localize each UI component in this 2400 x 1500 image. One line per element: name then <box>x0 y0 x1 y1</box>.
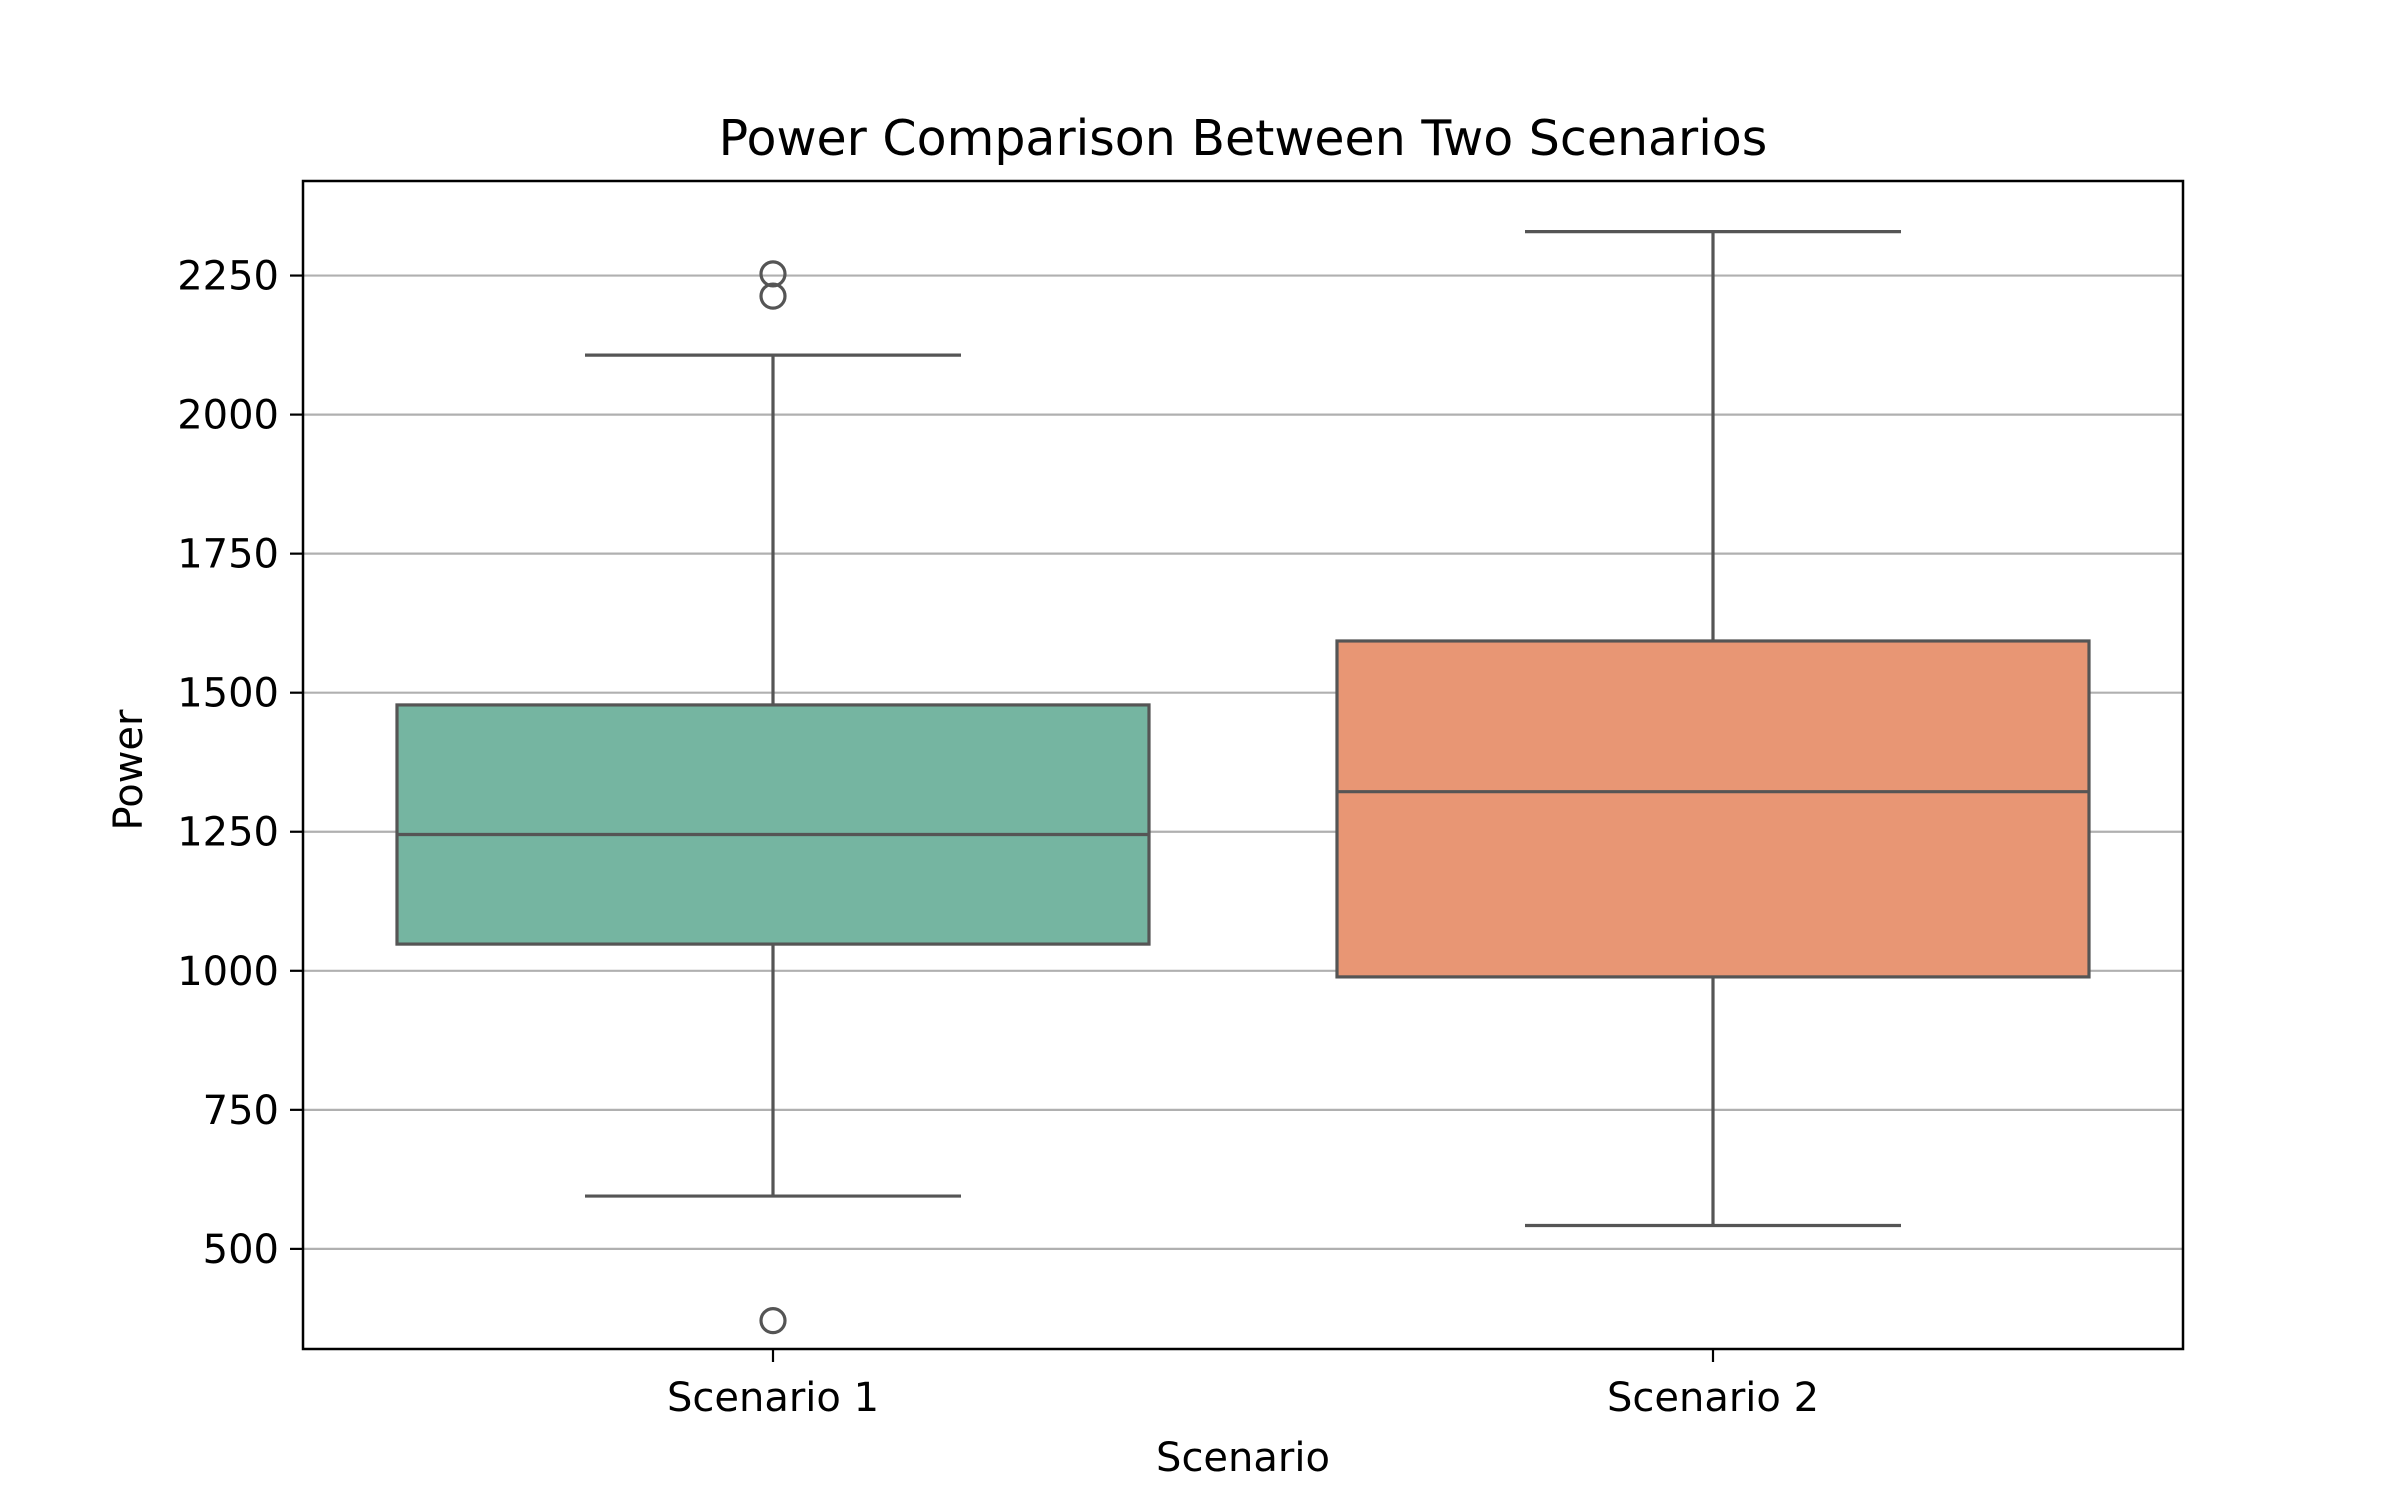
y-axis-label: Power <box>106 709 152 830</box>
y-tick-label: 1500 <box>177 671 279 717</box>
x-axis-ticks: Scenario 1 Scenario 2 <box>667 1349 1819 1421</box>
y-tick-label: 2250 <box>177 254 279 300</box>
plot-frame <box>301 179 2185 1351</box>
box-group <box>1335 230 2091 1228</box>
box-group <box>395 260 1151 1335</box>
y-tick-label: 1250 <box>177 810 279 856</box>
y-axis-ticks: 500 750 1000 1250 1500 1750 2000 2250 <box>177 254 303 1273</box>
y-tick-label: 1000 <box>177 949 279 995</box>
outlier-point <box>759 282 787 310</box>
y-tick-label: 2000 <box>177 393 279 439</box>
y-tick-label: 1750 <box>177 532 279 578</box>
y-tick-label: 750 <box>203 1088 279 1134</box>
chart-title: Power Comparison Between Two Scenarios <box>719 110 1768 167</box>
outlier-point <box>759 1307 787 1335</box>
box-plot-series <box>395 230 2091 1335</box>
x-axis-label: Scenario <box>1156 1435 1330 1481</box>
iqr-box <box>395 703 1151 946</box>
x-tick-label: Scenario 2 <box>1607 1375 1819 1421</box>
y-tick-label: 500 <box>203 1227 279 1273</box>
x-tick-label: Scenario 1 <box>667 1375 879 1421</box>
outlier-point <box>759 260 787 288</box>
iqr-box <box>1335 639 2091 979</box>
